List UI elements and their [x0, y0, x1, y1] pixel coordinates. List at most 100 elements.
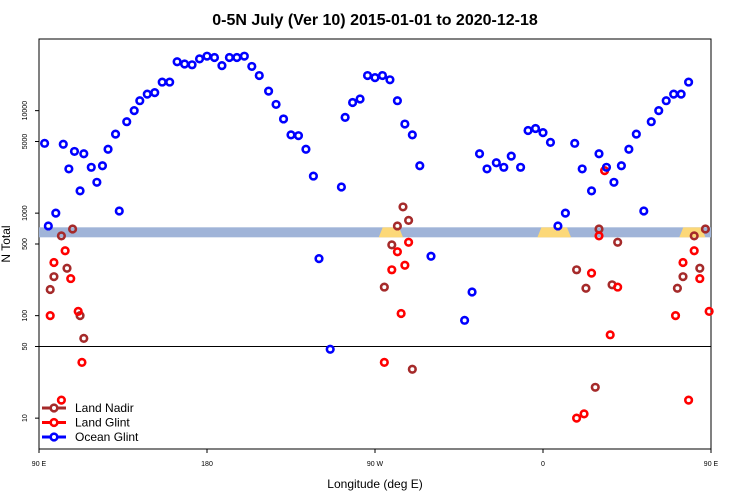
- ocean-glint-point: [348, 97, 358, 108]
- ocean-glint-point: [165, 77, 175, 87]
- land-nadir-point: [387, 240, 397, 250]
- land-nadir-legend-marker: [49, 403, 59, 413]
- ocean-glint-point: [157, 77, 167, 87]
- land-glint-point: [605, 330, 615, 340]
- ocean-glint-point: [314, 254, 324, 264]
- ocean-glint-point: [254, 70, 264, 81]
- ocean-glint-point: [482, 164, 492, 174]
- land-glint-point: [404, 237, 414, 247]
- data-points: [39, 51, 714, 423]
- ocean-glint-point: [553, 221, 563, 231]
- land-nadir-point: [404, 215, 414, 225]
- ocean-glint-point: [239, 51, 249, 61]
- land-glint-point: [683, 395, 694, 405]
- ocean-glint-point: [491, 158, 501, 168]
- ocean-glint-point: [460, 315, 470, 325]
- ocean-glint-point: [676, 89, 686, 99]
- ocean-glint-point: [570, 138, 580, 148]
- ocean-glint-point: [286, 130, 296, 140]
- ocean-glint-point: [530, 123, 541, 134]
- land-glint-point: [56, 395, 67, 405]
- ocean-glint-point: [385, 75, 395, 85]
- ocean-glint-point: [355, 94, 365, 104]
- ocean-glint-point: [661, 96, 671, 106]
- ocean-glint-point: [278, 114, 289, 124]
- ocean-glint-point: [639, 206, 649, 216]
- land-glint-point: [392, 247, 403, 257]
- ocean-glint-point: [135, 96, 145, 106]
- land-glint-point: [387, 265, 397, 275]
- ocean-glint-legend-label: Ocean Glint: [75, 430, 139, 444]
- ocean-glint-point: [209, 52, 220, 63]
- land-glint-point: [670, 311, 681, 321]
- ocean-glint-point: [370, 73, 380, 83]
- land-glint-point: [613, 282, 623, 292]
- land-glint-point: [45, 311, 55, 321]
- land-nadir-point: [672, 283, 683, 293]
- y-tick-label: 5000: [22, 134, 29, 150]
- y-tick-label: 100: [22, 310, 29, 322]
- ocean-bar: [39, 227, 711, 238]
- x-axis: 90 E 180 90 W 0 90 E: [32, 449, 719, 468]
- ocean-glint-point: [110, 129, 121, 139]
- ocean-glint-point: [114, 206, 124, 216]
- ocean-glint-point: [301, 144, 311, 154]
- ocean-glint-point: [92, 177, 102, 187]
- ocean-glint-point: [474, 149, 485, 159]
- land-glint-point: [66, 273, 76, 284]
- x-tick-label: 90 E: [32, 461, 47, 468]
- ocean-glint-point: [683, 77, 694, 87]
- ocean-glint-point: [247, 61, 257, 72]
- land-glint-point: [678, 257, 688, 268]
- ocean-glint-point: [129, 106, 139, 116]
- ocean-glint-point: [180, 59, 190, 69]
- ocean-glint-point: [669, 89, 679, 99]
- land-nadir-point: [49, 272, 59, 282]
- ocean-glint-point: [64, 164, 74, 174]
- ocean-glint-point: [523, 125, 533, 136]
- ocean-glint-point: [325, 344, 335, 354]
- chart-title: 0-5N July (Ver 10) 2015-01-01 to 2020-12…: [212, 12, 538, 29]
- land-segment: [537, 227, 571, 238]
- ocean-glint-point: [187, 60, 197, 70]
- x-tick-label: 90 E: [704, 461, 719, 468]
- land-nadir-point: [581, 283, 591, 293]
- land-nadir-point: [67, 224, 78, 234]
- x-axis-label: Longitude (deg E): [327, 477, 422, 491]
- ocean-glint-point: [577, 164, 587, 174]
- ocean-glint-point: [624, 144, 634, 154]
- land-bar: [39, 227, 711, 238]
- ocean-glint-point: [467, 287, 477, 297]
- ocean-glint-point: [39, 138, 50, 148]
- ocean-glint-point: [58, 139, 68, 149]
- ocean-glint-point: [51, 208, 61, 218]
- ocean-glint-point: [426, 251, 436, 261]
- ocean-glint-point: [646, 117, 656, 127]
- land-nadir-point: [678, 272, 688, 282]
- ocean-glint-point: [194, 54, 205, 64]
- y-tick-label: 10: [22, 414, 29, 422]
- ocean-glint-point: [122, 117, 132, 127]
- ocean-glint-point: [86, 162, 96, 172]
- land-glint-point: [60, 246, 70, 256]
- y-axis: 10 50 100 500 1000 5000 10000: [22, 101, 39, 422]
- ocean-glint-point: [400, 119, 410, 129]
- ocean-glint-point: [202, 51, 212, 61]
- ocean-glint-point: [79, 149, 89, 159]
- ocean-glint-point: [142, 89, 152, 99]
- ocean-glint-point: [594, 149, 604, 159]
- ocean-glint-point: [616, 161, 627, 171]
- land-nadir-point: [590, 382, 600, 392]
- ocean-glint-point: [601, 162, 612, 172]
- ocean-glint-point: [75, 186, 85, 196]
- land-nadir-point: [571, 265, 582, 275]
- land-nadir-point: [407, 364, 417, 374]
- land-nadir-point: [79, 333, 89, 343]
- ocean-glint-point: [103, 144, 113, 154]
- ocean-glint-point: [538, 128, 548, 138]
- y-tick-label: 1000: [22, 205, 29, 221]
- x-tick-label: 180: [201, 461, 213, 468]
- land-nadir-point: [689, 231, 699, 241]
- ocean-glint-point: [392, 96, 403, 106]
